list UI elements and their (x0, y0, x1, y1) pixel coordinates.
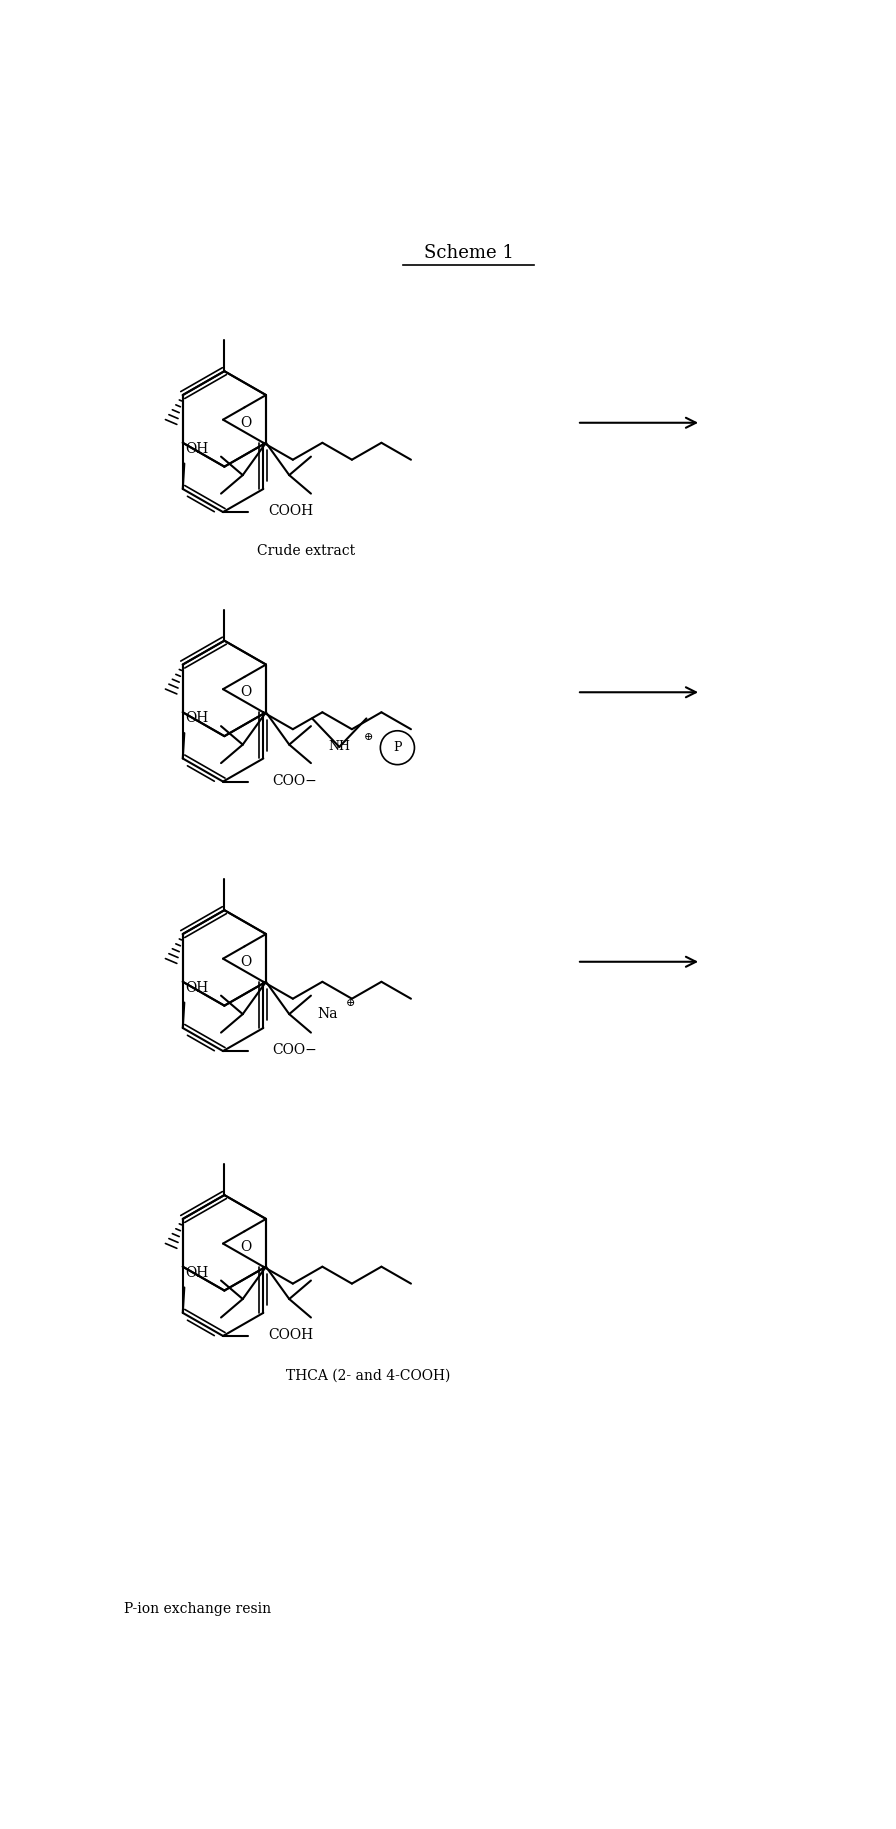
Text: O: O (240, 1240, 252, 1253)
Text: COOH: COOH (269, 1328, 314, 1342)
Text: Scheme 1: Scheme 1 (424, 245, 513, 262)
Text: COO−: COO− (272, 774, 316, 788)
Text: P-ion exchange resin: P-ion exchange resin (124, 1602, 271, 1615)
Text: OH: OH (185, 443, 209, 455)
Text: O: O (240, 686, 252, 699)
Text: THCA (2- and 4-COOH): THCA (2- and 4-COOH) (286, 1368, 450, 1383)
Text: Na: Na (317, 1008, 338, 1021)
Text: OH: OH (185, 711, 209, 726)
Text: ⊕: ⊕ (364, 732, 374, 743)
Text: O: O (240, 955, 252, 969)
Text: O: O (240, 415, 252, 430)
Text: COO−: COO− (272, 1043, 316, 1057)
Text: NH: NH (328, 741, 350, 754)
Text: ⊕: ⊕ (346, 997, 356, 1008)
Text: Crude extract: Crude extract (256, 545, 355, 558)
Text: COOH: COOH (269, 505, 314, 518)
Text: P: P (393, 741, 401, 754)
Text: OH: OH (185, 980, 209, 995)
Circle shape (381, 732, 415, 765)
Text: OH: OH (185, 1266, 209, 1280)
